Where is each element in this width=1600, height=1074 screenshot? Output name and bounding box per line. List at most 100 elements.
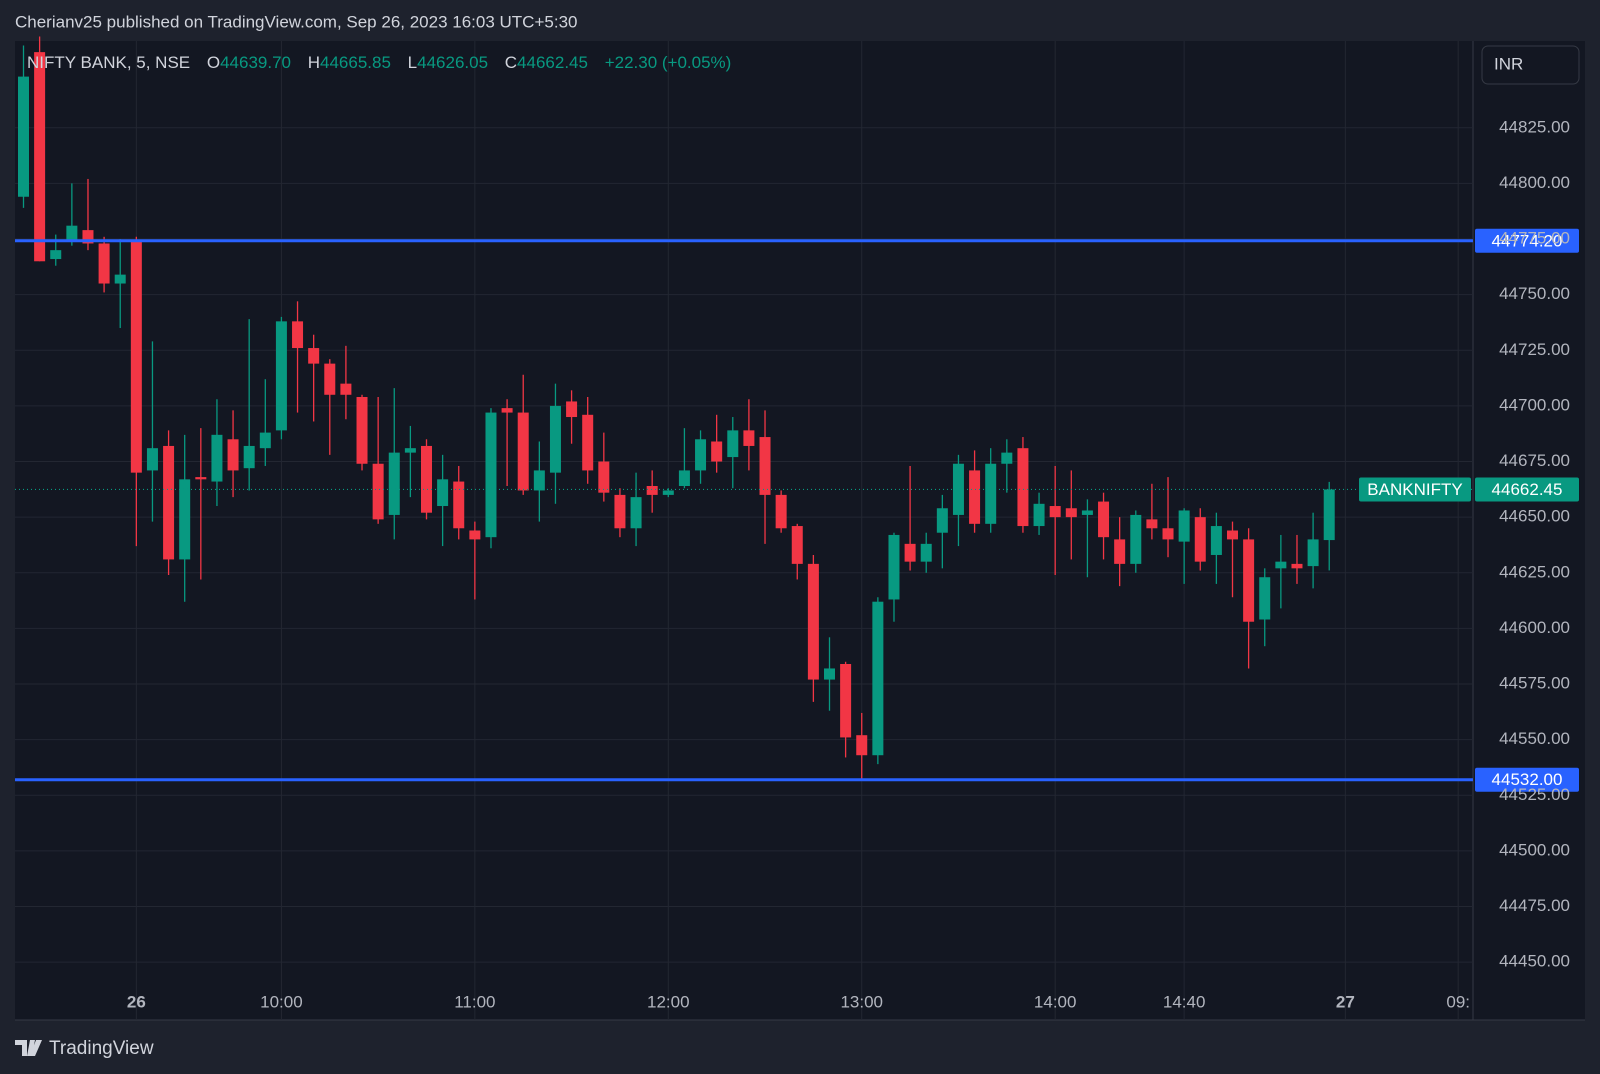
- candle-body: [1307, 539, 1319, 567]
- candle-body: [646, 486, 658, 495]
- candle-body: [872, 601, 884, 756]
- y-tick-label: 44750.00: [1499, 284, 1570, 303]
- candle-body: [1178, 510, 1190, 542]
- candle-body: [1194, 517, 1206, 562]
- candle-body: [1210, 526, 1222, 555]
- candle-body: [34, 52, 46, 262]
- legend-value: 44665.85: [320, 53, 391, 72]
- y-tick-label: 44575.00: [1499, 674, 1570, 693]
- candle-body: [1275, 561, 1287, 569]
- candle-body: [566, 401, 578, 418]
- candle-body: [598, 461, 610, 493]
- y-tick-label: 44525.00: [1499, 785, 1570, 804]
- y-tick-label: 44625.00: [1499, 562, 1570, 581]
- candle-body: [1291, 563, 1303, 569]
- candle-body: [275, 321, 287, 431]
- candle-body: [1001, 452, 1013, 464]
- candle-body: [791, 526, 803, 564]
- legend-label: C: [505, 53, 517, 72]
- candle-body: [727, 430, 739, 458]
- currency-label[interactable]: INR: [1494, 54, 1523, 73]
- candle-body: [952, 463, 964, 515]
- candle-body: [227, 439, 239, 471]
- candle-body: [840, 664, 852, 738]
- footer-brand: TradingView: [49, 1038, 154, 1059]
- x-tick-label: 14:40: [1163, 992, 1206, 1011]
- price-axis: [1473, 41, 1585, 1020]
- candle-body: [630, 497, 642, 529]
- legend-value: 44662.45: [517, 53, 588, 72]
- y-tick-label: 44650.00: [1499, 507, 1570, 526]
- price-tag-label: 44774.20: [1492, 231, 1563, 250]
- currency-button[interactable]: [1481, 45, 1580, 85]
- candle-body: [179, 479, 191, 560]
- candle-body: [259, 432, 271, 449]
- y-tick-label: 44825.00: [1499, 117, 1570, 136]
- y-tick-label: 44800.00: [1499, 173, 1570, 192]
- candle-body: [1259, 577, 1271, 620]
- candles: [18, 36, 1335, 780]
- candle-body: [340, 383, 352, 395]
- y-tick-label: 44725.00: [1499, 340, 1570, 359]
- candle-body: [356, 397, 368, 464]
- candle-body: [437, 479, 449, 507]
- price-tag: [1475, 767, 1579, 792]
- candle-body: [292, 321, 304, 349]
- candle-body: [695, 439, 707, 471]
- candle-body: [775, 494, 787, 529]
- legend-value: 44626.05: [417, 53, 488, 72]
- grid: [15, 41, 1473, 1020]
- candle-body: [195, 477, 207, 480]
- footer-logo: [15, 1040, 42, 1056]
- y-tick-label: 44475.00: [1499, 896, 1570, 915]
- legend-label: H: [308, 53, 320, 72]
- candle-body: [50, 250, 62, 260]
- x-tick-label: 11:00: [454, 992, 495, 1011]
- candle-body: [678, 470, 690, 486]
- x-tick-label: 26: [127, 992, 146, 1011]
- y-tick-label: 44775.00: [1499, 229, 1570, 248]
- legend-symbol: NIFTY BANK, 5, NSE: [27, 53, 190, 72]
- logo-icon: [15, 1040, 42, 1056]
- y-tick-label: 44600.00: [1499, 618, 1570, 637]
- candle-body: [1162, 528, 1174, 540]
- candle-body: [807, 563, 819, 680]
- price-tag: [1475, 228, 1579, 253]
- candle-body: [469, 530, 481, 540]
- candle-body: [308, 348, 320, 364]
- candle-body: [130, 241, 142, 473]
- candle-body: [1146, 519, 1158, 529]
- candle-body: [1098, 501, 1110, 538]
- candle-body: [1065, 508, 1077, 518]
- candle-body: [662, 490, 674, 495]
- last-price-name-tag: [1359, 477, 1471, 502]
- candle-body: [614, 494, 626, 529]
- legend-value: 44639.70: [220, 53, 291, 72]
- candle-body: [711, 441, 723, 462]
- y-tick-label: 44675.00: [1499, 451, 1570, 470]
- y-tick-label: 44450.00: [1499, 952, 1570, 971]
- candle-body: [1227, 530, 1238, 540]
- candle-body: [920, 543, 932, 562]
- candle-body: [969, 470, 981, 524]
- candle-body: [114, 274, 126, 284]
- candle-body: [324, 363, 336, 395]
- x-tick-label: 10:00: [260, 992, 303, 1011]
- y-tick-label: 44550.00: [1499, 729, 1570, 748]
- candle-body: [985, 463, 997, 524]
- y-tick-label: 44500.00: [1499, 840, 1570, 859]
- candle-body: [404, 448, 416, 453]
- candle-body: [824, 668, 835, 680]
- candle-body: [163, 445, 175, 560]
- candle-body: [485, 412, 497, 538]
- candle-body: [533, 470, 545, 491]
- legend-label: L: [408, 53, 417, 72]
- last-price-tag: [1475, 477, 1579, 502]
- candle-body: [517, 412, 529, 491]
- y-tick-label: 44700.00: [1499, 395, 1570, 414]
- candle-body: [388, 452, 400, 515]
- overlays: 44774.20 44532.00 BANKNIFTY 44662.45: [15, 228, 1579, 792]
- x-tick-label: 14:00: [1034, 992, 1077, 1011]
- candle-body: [501, 408, 513, 413]
